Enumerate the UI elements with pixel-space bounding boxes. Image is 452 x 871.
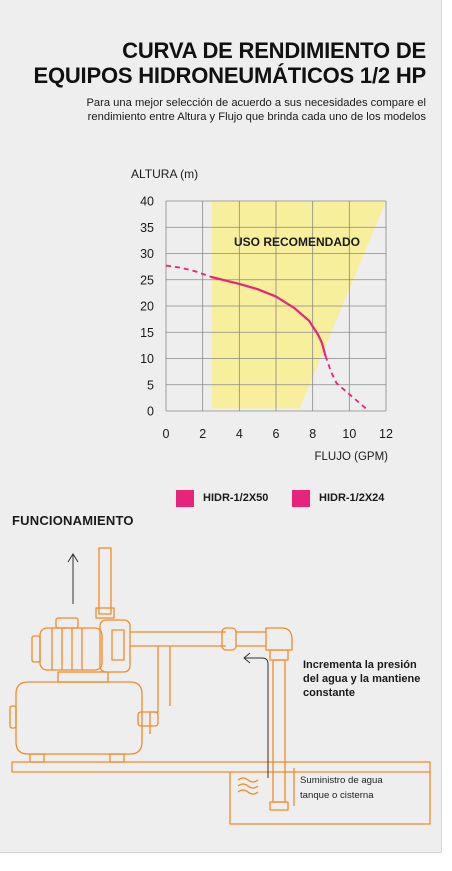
legend-swatch — [292, 490, 310, 507]
check-valve — [221, 627, 237, 651]
suction-flange — [269, 649, 289, 661]
water-wave-icon — [237, 777, 259, 783]
flow-return-arrow-icon — [243, 652, 269, 778]
tank-foot — [109, 753, 125, 763]
tank-saddle — [57, 671, 109, 683]
curve-dashed-start — [165, 264, 213, 278]
tick-labels-layer: 0 2 4 6 8 10 12 0 5 10 15 20 25 30 35 40 — [140, 195, 393, 442]
terminal-box — [55, 617, 79, 629]
pump-volute — [111, 629, 125, 661]
supply-line-2: tanque o cisterna — [300, 790, 374, 801]
water-wave-icon — [237, 789, 259, 795]
tank-foot — [29, 753, 45, 763]
note-line-2: del agua y la mantiene — [303, 673, 421, 685]
water-cistern — [229, 772, 431, 825]
motor-cap — [31, 635, 41, 663]
legend-label: HIDR-1/2X24 — [319, 492, 385, 504]
operation-diagram — [9, 547, 431, 825]
x-tick-label: 10 — [342, 427, 356, 441]
x-tick-label: 0 — [163, 427, 170, 441]
water-supply-label: Suministro de agua tanque o cisterna — [300, 773, 430, 803]
subtitle-line-1: Para una mejor selección de acuerdo a su… — [86, 97, 426, 109]
function-note: Incrementa la presión del agua y la mant… — [303, 658, 433, 700]
tank-pipe — [149, 646, 171, 734]
note-line-1: Incrementa la presión — [303, 659, 417, 671]
supply-line-1: Suministro de agua — [300, 775, 383, 786]
pump-motor — [39, 627, 103, 671]
y-tick-label: 30 — [140, 247, 154, 261]
y-tick-label: 25 — [140, 273, 154, 287]
title-line-1: CURVA DE RENDIMIENTO DE — [122, 38, 426, 63]
tank-end-cap — [9, 705, 17, 729]
discharge-pipe — [98, 547, 112, 615]
flow-up-arrow-icon — [67, 553, 79, 604]
y-tick-label: 10 — [140, 352, 154, 366]
y-tick-label: 20 — [140, 300, 154, 314]
performance-chart: 0 2 4 6 8 10 12 0 5 10 15 20 25 30 35 40 ALTURA (m) FLU… — [131, 167, 393, 463]
x-tick-label: 6 — [273, 427, 280, 441]
suction-pipe — [272, 659, 286, 803]
pressure-tank — [15, 681, 143, 755]
base-platform — [11, 761, 431, 773]
pipe-elbow — [265, 627, 293, 651]
curve-dashed-end — [324, 355, 369, 411]
grid-layer — [165, 200, 387, 412]
x-tick-label: 12 — [379, 427, 393, 441]
performance-curve-layer — [165, 264, 369, 411]
page-title: CURVA DE RENDIMIENTO DE EQUIPOS HIDRONEU… — [26, 38, 426, 88]
note-line-3: constante — [303, 687, 355, 699]
recommended-zone — [211, 201, 386, 409]
infographic-panel — [0, 0, 442, 853]
y-axis-label: ALTURA (m) — [131, 167, 198, 181]
y-tick-label: 15 — [140, 326, 154, 340]
foot-valve — [269, 801, 289, 811]
recommended-zone-layer — [211, 201, 386, 409]
x-tick-label: 2 — [199, 427, 206, 441]
x-tick-label: 8 — [309, 427, 316, 441]
pipe-flange — [95, 607, 115, 619]
operation-section-title: FUNCIONAMIENTO — [12, 513, 134, 528]
y-tick-label: 40 — [140, 195, 154, 209]
water-wave-icon — [237, 783, 259, 789]
x-tick-label: 4 — [236, 427, 243, 441]
legend-swatch — [176, 490, 194, 507]
title-line-2: EQUIPOS HIDRONEUMÁTICOS 1/2 HP — [33, 63, 426, 88]
x-axis-label: FLUJO (GPM) — [315, 451, 389, 463]
y-tick-label: 0 — [147, 405, 154, 419]
page-subtitle: Para una mejor selección de acuerdo a su… — [6, 96, 426, 124]
tank-pipe-fitting — [137, 711, 159, 727]
pump-head — [99, 619, 131, 673]
y-tick-label: 5 — [147, 378, 154, 392]
subtitle-line-2: rendimiento entre Altura y Flujo que bri… — [87, 111, 426, 123]
y-tick-label: 35 — [140, 221, 154, 235]
recommended-use-label: USO RECOMENDADO — [234, 235, 360, 249]
curve-solid — [210, 276, 327, 357]
legend-label: HIDR-1/2X50 — [203, 492, 269, 504]
